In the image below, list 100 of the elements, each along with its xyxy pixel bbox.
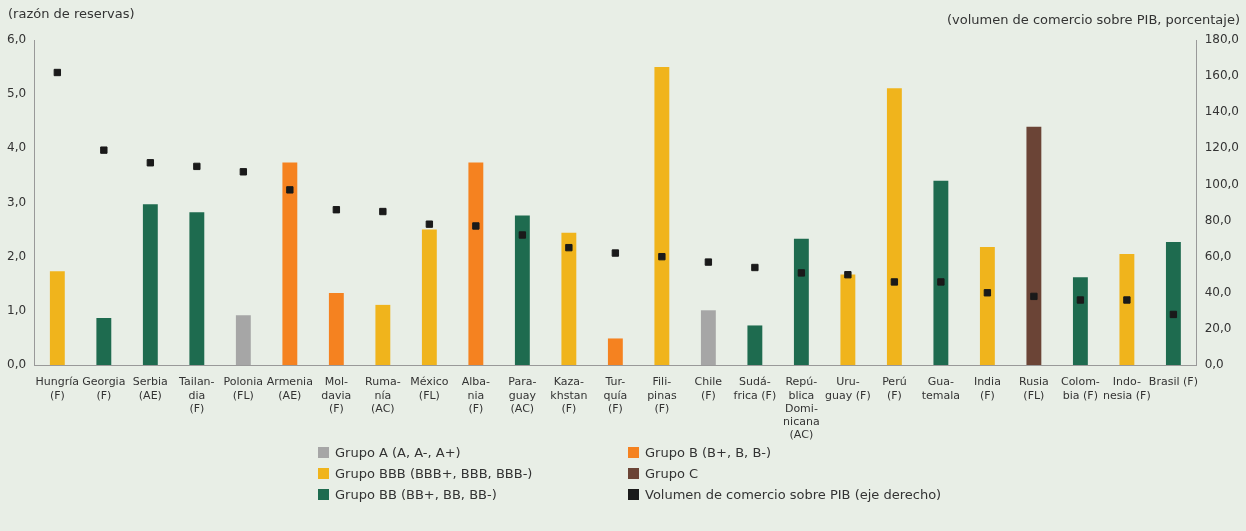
y2-tick-label: 40,0: [1204, 284, 1232, 299]
x-tick-label: Tur- quía (F): [603, 375, 628, 415]
point: [286, 186, 294, 194]
bar: [375, 304, 391, 365]
point: [565, 243, 573, 252]
point: [193, 162, 201, 171]
point: [472, 222, 480, 230]
point: [100, 146, 108, 154]
point: [983, 289, 992, 297]
x-tick-label: Gua- temala: [921, 375, 961, 402]
point: [1030, 292, 1038, 301]
y2-axis-title: (volumen de comercio sobre PIB, porcentaje): [946, 12, 1240, 27]
bar: [468, 162, 484, 365]
bar: [49, 271, 65, 365]
bar: [933, 180, 949, 365]
y-tick-label: 1,0: [6, 302, 27, 317]
x-tick-label: Para- guay (AC): [508, 375, 537, 415]
point: [146, 159, 155, 167]
x-tick-label: México (FL): [410, 375, 449, 402]
y-tick-label: 2,0: [6, 248, 27, 263]
x-tick-label: Indo- nesia (F): [1103, 375, 1151, 402]
bar: [514, 215, 530, 365]
x-tick-label: Polonia (FL): [223, 375, 264, 402]
x-tick-label: Brasil (F): [1148, 375, 1198, 389]
point: [379, 207, 387, 216]
point: [890, 278, 899, 286]
y2-tick-label: 140,0: [1204, 104, 1240, 119]
x-tick-label: Georgia (F): [82, 375, 126, 402]
x-tick-label: Chile (F): [694, 375, 723, 402]
y2-tick-label: 0,0: [1204, 357, 1224, 372]
legend-label: Volumen de comercio sobre PIB (eje derecho): [645, 487, 942, 502]
bar: [142, 204, 158, 365]
point: [704, 258, 713, 266]
x-tick-label: Tailan- dia (F): [178, 375, 215, 415]
point: [1123, 296, 1131, 304]
x-tick-label: Alba- nia (F): [461, 375, 491, 415]
bar: [747, 325, 763, 365]
point: [425, 220, 434, 228]
x-tick-label: Armenia (AE): [266, 375, 313, 402]
y2-tick-label: 160,0: [1204, 68, 1240, 83]
point: [751, 263, 759, 272]
x-tick-label: Repú- blica Domi- nicana (AC): [783, 375, 820, 442]
bar: [235, 315, 251, 365]
y-axis-title: (razón de reservas): [8, 6, 135, 21]
x-tick-label: Sudá- frica (F): [733, 375, 777, 402]
y2-tick-label: 80,0: [1204, 212, 1232, 227]
bar: [1119, 253, 1135, 365]
point: [797, 269, 806, 277]
x-tick-label: Ruma- nía (AC): [365, 375, 401, 415]
y2-tick-label: 60,0: [1204, 248, 1232, 263]
y2-tick-label: 100,0: [1204, 176, 1240, 191]
bar: [979, 246, 995, 365]
point: [658, 252, 666, 261]
point: [937, 278, 945, 286]
x-tick-label: Fili- pinas (F): [647, 375, 677, 415]
y-tick-label: 4,0: [6, 140, 27, 155]
x-tick-label: Perú (F): [882, 375, 907, 402]
bar: [96, 317, 112, 365]
y2-tick-label: 120,0: [1204, 140, 1240, 155]
bar: [654, 67, 670, 365]
y-tick-label: 3,0: [6, 194, 27, 209]
y-tick-label: 5,0: [6, 86, 27, 101]
bar: [282, 162, 298, 365]
bar: [607, 338, 623, 365]
legend-label: Grupo C: [645, 466, 699, 481]
x-tick-label: Rusia (FL): [1019, 375, 1049, 402]
point: [1169, 310, 1178, 319]
x-tick-label: Serbia (AE): [132, 375, 168, 402]
y-tick-label: 6,0: [6, 32, 27, 47]
bar: [793, 238, 809, 365]
legend-label: Grupo BBB (BBB+, BBB, BBB-): [335, 466, 533, 481]
x-tick-label: Hungría (F): [35, 375, 80, 402]
y2-tick-label: 20,0: [1204, 321, 1232, 336]
bar: [886, 88, 902, 365]
point: [332, 206, 341, 214]
bar: [421, 229, 437, 365]
point: [844, 271, 852, 279]
bar: [840, 274, 856, 365]
x-tick-label: India (F): [973, 375, 1001, 402]
x-tick-label: Colom- bia (F): [1060, 375, 1100, 402]
legend-label: Grupo A (A, A-, A+): [335, 445, 461, 460]
x-tick-label: Uru- guay (F): [825, 375, 871, 402]
bar: [1165, 242, 1181, 365]
point: [611, 249, 620, 257]
x-tick-label: Kaza- khstan (F): [550, 375, 588, 415]
y2-tick-label: 180,0: [1204, 32, 1240, 47]
bar: [189, 212, 205, 365]
x-tick-label: Mol- davia (F): [321, 375, 352, 415]
bar: [700, 310, 716, 365]
point: [53, 68, 62, 77]
legend-label: Grupo B (B+, B, B-): [645, 445, 772, 460]
bar: [1026, 126, 1042, 365]
point: [518, 231, 527, 239]
point: [239, 168, 248, 176]
bar: [328, 292, 344, 365]
bar: [561, 232, 577, 365]
bar: [1072, 277, 1088, 365]
point: [1076, 296, 1085, 304]
legend-label: Grupo BB (BB+, BB, BB-): [335, 487, 497, 502]
y-tick-label: 0,0: [6, 357, 27, 372]
